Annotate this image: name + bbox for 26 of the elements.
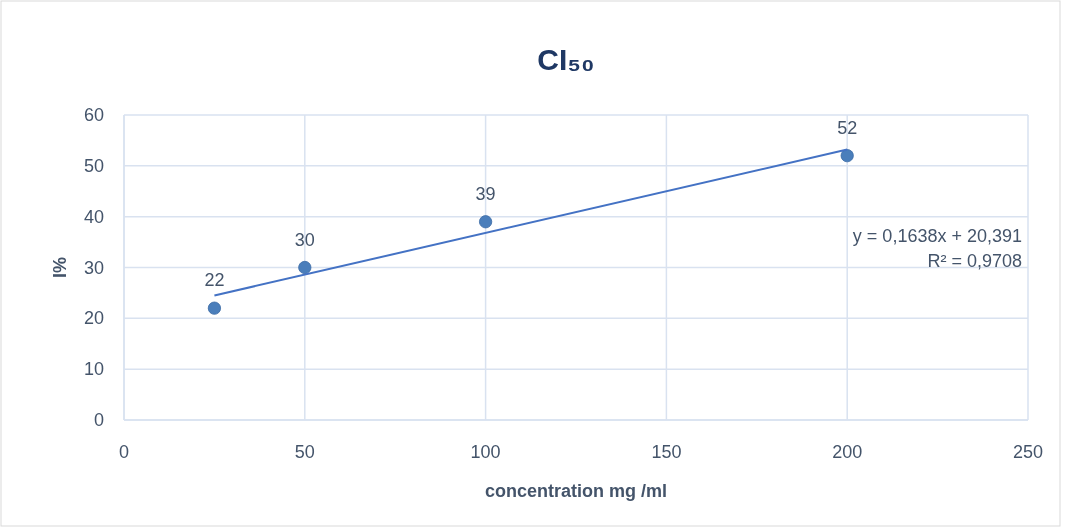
y-tick-label: 60: [83, 105, 104, 125]
chart-title: CI₅₀: [537, 43, 595, 76]
data-label: 30: [294, 229, 315, 250]
x-tick-label: 0: [118, 442, 130, 462]
annotation: y = 0,1638x + 20,391: [852, 226, 1022, 246]
y-tick-label: 10: [83, 359, 104, 380]
y-axis-title: I%: [50, 256, 70, 279]
data-label: 22: [204, 270, 225, 291]
y-tick-label: 30: [83, 257, 104, 278]
x-tick-label: 200: [832, 442, 863, 462]
annotation: R² = 0,9708: [927, 251, 1022, 271]
x-tick-label: 150: [651, 442, 682, 462]
point: [479, 215, 493, 229]
y-tick-label: 0: [93, 410, 104, 430]
x-tick-label: 50: [294, 442, 315, 462]
y-tick-label: 40: [83, 206, 104, 227]
y-tick-label: 50: [83, 155, 104, 176]
data-label: 39: [475, 183, 496, 204]
x-tick-label: 100: [470, 442, 501, 462]
point: [207, 301, 221, 315]
y-tick-label: 20: [83, 308, 104, 329]
x-tick-label: 250: [1012, 442, 1044, 462]
x-axis-title: concentration mg /ml: [484, 481, 668, 501]
data-label: 52: [837, 117, 858, 138]
point: [298, 260, 312, 275]
point: [840, 149, 854, 163]
